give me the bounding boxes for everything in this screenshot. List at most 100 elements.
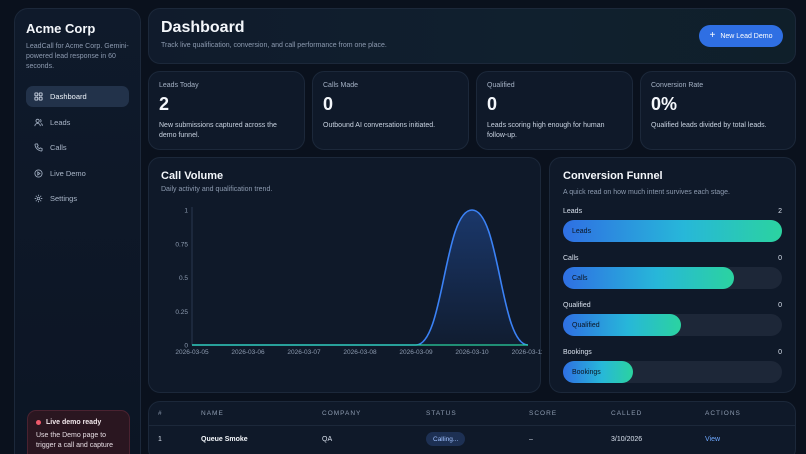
x-tick-label: 2026-03-11 — [512, 349, 542, 356]
brand-name: Acme Corp — [26, 21, 96, 36]
funnel-stage-count: 0 — [778, 255, 782, 262]
stat-value: 0 — [487, 94, 498, 114]
x-tick-label: 2026-03-10 — [455, 349, 489, 356]
users-icon — [34, 118, 43, 126]
grid-icon — [34, 92, 43, 101]
leads-table: # NAME COMPANY STATUS SCORE CALLED ACTIO… — [148, 401, 796, 454]
funnel-stage-name: Calls — [563, 255, 579, 262]
sidebar-item-label: Settings — [50, 194, 78, 203]
stat-description: New submissions captured across the demo… — [159, 122, 277, 139]
y-tick-label: 0 — [184, 343, 188, 350]
funnel-bar: Calls — [563, 267, 734, 289]
funnel-row-label: Qualified 0 — [563, 302, 782, 309]
row-score: – — [529, 436, 533, 443]
stat-label: Calls Made — [323, 82, 359, 89]
play-icon — [34, 168, 43, 178]
funnel-bar: Qualified — [563, 314, 681, 336]
funnel-bar: Bookings — [563, 361, 633, 383]
funnel-subtitle: A quick read on how much intent survives… — [563, 189, 730, 196]
sidebar-item-label: Calls — [50, 143, 67, 152]
funnel-track: Bookings — [563, 361, 782, 383]
funnel-track: Qualified — [563, 314, 782, 336]
funnel-stage-name: Leads — [563, 208, 583, 215]
live-status-dot-icon — [36, 420, 41, 425]
row-company: QA — [322, 436, 333, 443]
live-demo-title: Live demo ready — [46, 419, 102, 426]
row-number: 1 — [158, 436, 162, 443]
column-header-status: STATUS — [426, 410, 457, 417]
series-area — [192, 210, 528, 345]
stat-label: Conversion Rate — [651, 82, 704, 89]
column-header-actions: ACTIONS — [705, 410, 741, 417]
funnel-track: Leads — [563, 220, 782, 242]
funnel-stage-name: Qualified — [563, 302, 591, 309]
page-subtitle: Track live qualification, conversion, an… — [161, 42, 387, 49]
x-tick-label: 2026-03-07 — [287, 349, 321, 356]
live-demo-card: Live demo ready Use the Demo page to tri… — [27, 410, 130, 454]
stat-label: Qualified — [487, 82, 515, 89]
sidebar-item-calls[interactable]: Calls — [26, 137, 129, 158]
live-demo-text: Use the Demo page to trigger a call and … — [36, 432, 114, 449]
conversion-funnel-card: Conversion Funnel A quick read on how mu… — [549, 157, 796, 393]
sidebar-item-label: Live Demo — [50, 168, 86, 178]
call-volume-title: Call Volume — [161, 170, 224, 182]
x-tick-label: 2026-03-09 — [399, 349, 433, 356]
call-volume-chart: 0 0.25 0.5 0.75 1 2026-03-05 2026-03-06 2026-03… — [175, 207, 542, 356]
page-header: Dashboard Track live qualification, conv… — [148, 8, 796, 64]
stat-description: Leads scoring high enough for human foll… — [487, 122, 605, 139]
phone-icon — [34, 143, 43, 152]
stat-description: Qualified leads divided by total leads. — [651, 122, 767, 129]
sidebar-item-label: Dashboard — [50, 92, 87, 101]
stat-card-calls-made: Calls Made 0 Outbound AI conversations i… — [312, 71, 469, 150]
y-tick-label: 0.75 — [175, 241, 188, 248]
stat-card-leads-today: Leads Today 2 New submissions captured a… — [148, 71, 305, 150]
funnel-stage-name: Bookings — [563, 349, 592, 356]
call-volume-card: Call Volume Daily activity and qualifica… — [148, 157, 542, 393]
sidebar-item-dashboard[interactable]: Dashboard — [26, 86, 129, 107]
column-header-number: # — [158, 410, 163, 417]
column-header-called: CALLED — [611, 410, 643, 417]
y-tick-label: 0.5 — [179, 275, 188, 282]
y-tick-label: 1 — [184, 208, 188, 215]
x-tick-label: 2026-03-06 — [231, 349, 265, 356]
funnel-stage-count: 0 — [778, 349, 782, 356]
sidebar-item-live-demo[interactable]: Live Demo — [26, 163, 129, 184]
funnel-bar: Leads — [563, 220, 782, 242]
x-tick-label: 2026-03-05 — [175, 349, 209, 356]
funnel-row-label: Bookings 0 — [563, 349, 782, 356]
y-tick-label: 0.25 — [175, 309, 188, 316]
stat-card-conversion-rate: Conversion Rate 0% Qualified leads divid… — [640, 71, 796, 150]
stat-value: 0 — [323, 94, 334, 114]
new-lead-demo-label: New Lead Demo — [720, 32, 773, 40]
page-title: Dashboard — [161, 19, 245, 36]
stat-card-qualified: Qualified 0 Leads scoring high enough fo… — [476, 71, 633, 150]
funnel-row-label: Calls 0 — [563, 255, 782, 262]
column-header-company: COMPANY — [322, 410, 362, 417]
gear-icon — [34, 194, 43, 203]
call-volume-subtitle: Daily activity and qualification trend. — [161, 186, 273, 193]
stat-value: 2 — [159, 94, 170, 114]
row-called: 3/10/2026 — [611, 436, 643, 443]
sidebar-item-settings[interactable]: Settings — [26, 188, 129, 209]
column-header-score: SCORE — [529, 410, 558, 417]
stat-label: Leads Today — [159, 82, 199, 89]
stat-description: Outbound AI conversations initiated. — [323, 122, 436, 129]
sidebar-item-leads[interactable]: Leads — [26, 112, 129, 133]
column-header-name: NAME — [201, 410, 224, 417]
funnel-title: Conversion Funnel — [563, 170, 663, 182]
view-link[interactable]: View — [705, 436, 721, 443]
sidebar: Acme Corp LeadCall for Acme Corp. Gemini… — [14, 8, 141, 454]
funnel-stage-count: 2 — [778, 208, 782, 215]
stat-value: 0% — [651, 94, 678, 114]
plus-icon: + — [709, 30, 716, 41]
sidebar-item-label: Leads — [50, 117, 71, 127]
funnel-track: Calls — [563, 267, 782, 289]
row-name: Queue Smoke — [201, 436, 248, 443]
new-lead-demo-button[interactable]: + New Lead Demo — [699, 25, 783, 47]
funnel-rows: Leads 2 Leads Calls 0 Calls Qualified 0 Qualifie… — [563, 208, 782, 383]
brand-subtitle: LeadCall for Acme Corp. Gemini-powered l… — [26, 43, 129, 70]
status-badge: Calling... — [426, 432, 466, 446]
funnel-stage-count: 0 — [778, 302, 782, 309]
funnel-row-label: Leads 2 — [563, 208, 782, 215]
table-header-row: # NAME COMPANY STATUS SCORE CALLED ACTIO… — [149, 402, 795, 426]
